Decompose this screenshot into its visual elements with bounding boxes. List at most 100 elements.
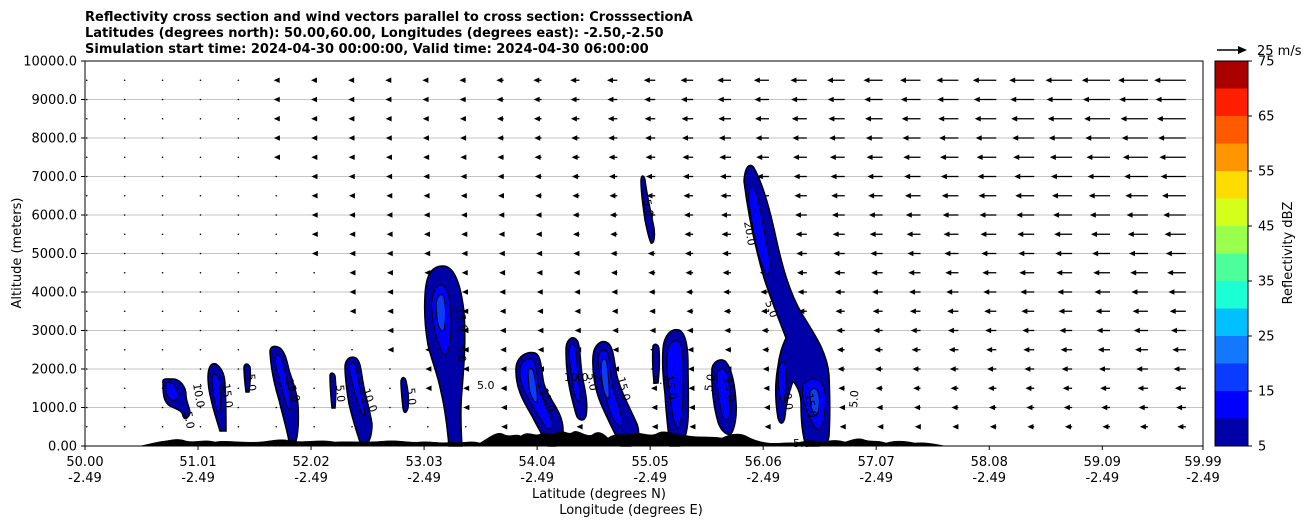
wind-vector: [1019, 269, 1035, 276]
wind-vector: [719, 173, 732, 180]
wind-vector: [123, 310, 126, 313]
wind-vector-head: [1048, 135, 1055, 141]
wind-vector: [199, 252, 202, 255]
wind-vector: [762, 366, 769, 372]
wind-vector: [275, 271, 278, 274]
wind-vector-head: [386, 212, 393, 218]
wind-vector: [423, 212, 430, 218]
wind-vector-head: [1064, 423, 1071, 430]
contour-label-19: 5.0: [702, 373, 718, 392]
echo-core-14: [666, 340, 684, 429]
wind-vector: [273, 77, 280, 84]
wind-vector-head: [687, 346, 694, 353]
wind-vector-head: [500, 346, 507, 353]
wind-vector-head: [1019, 269, 1026, 276]
contour-label-11: 5.0: [477, 379, 495, 392]
wind-vector: [1058, 308, 1073, 315]
wind-vector: [496, 115, 504, 122]
wind-vector: [984, 308, 997, 315]
wind-vector: [612, 346, 619, 353]
wind-vector: [649, 327, 656, 334]
wind-vector-head: [872, 308, 879, 315]
wind-vector-head: [684, 250, 691, 257]
colorbar-tick-label-6: 65: [1258, 110, 1275, 125]
colorbar-segment-2: [1215, 363, 1248, 391]
wind-vector-head: [534, 135, 541, 141]
wind-vector: [651, 423, 658, 430]
wind-vector-head: [1063, 404, 1070, 411]
wind-vector: [1061, 366, 1073, 372]
wind-vector: [573, 269, 580, 276]
wind-vector-head: [1122, 154, 1129, 161]
wind-vector-head: [838, 385, 845, 392]
wind-vector: [576, 423, 583, 430]
wind-vector: [686, 308, 694, 315]
wind-vector: [904, 192, 921, 199]
echo-cell-12: [640, 175, 656, 244]
x-tick-label-lat-0: 50.00: [66, 455, 103, 470]
wind-vector: [535, 231, 542, 238]
wind-vector: [1158, 135, 1186, 141]
wind-vector-head: [1012, 135, 1019, 141]
wind-vector: [422, 115, 429, 122]
wind-vector-head: [537, 346, 544, 353]
wind-vector: [386, 231, 393, 238]
wind-vector: [839, 423, 846, 430]
wind-vector: [460, 135, 467, 141]
wind-vector: [422, 135, 429, 141]
wind-vector-head: [460, 154, 467, 161]
wind-vector: [199, 98, 202, 101]
wind-vector-head: [877, 423, 884, 430]
wind-vector: [936, 77, 959, 84]
wind-vector-head: [387, 327, 394, 334]
wind-vector-head: [1124, 173, 1131, 180]
wind-vector-head: [1015, 192, 1022, 199]
wind-vector-head: [1130, 269, 1137, 276]
wind-vector-head: [688, 404, 695, 411]
wind-vector-head: [978, 192, 985, 199]
colorbar-segment-1: [1215, 391, 1248, 419]
x-tick-label-lat-1: 51.01: [179, 455, 216, 470]
contour-label-24: 15.0: [802, 392, 819, 418]
contour-label-1: 5.0: [181, 410, 197, 429]
wind-vector: [865, 115, 883, 122]
wind-vector: [946, 289, 959, 295]
wind-vector-head: [1086, 154, 1093, 161]
wind-vector-head: [873, 327, 880, 334]
wind-vector: [123, 98, 126, 101]
wind-vector: [123, 194, 126, 197]
wind-vector-head: [648, 269, 655, 276]
wind-vector: [909, 289, 921, 295]
wind-vector-head: [836, 346, 843, 353]
wind-vector: [571, 173, 580, 180]
wind-vector: [389, 406, 391, 409]
wind-vector-head: [1082, 96, 1089, 103]
wind-vector-head: [1136, 366, 1143, 372]
wind-vector: [500, 366, 507, 372]
wind-vector: [389, 387, 391, 390]
wind-vector: [868, 212, 883, 218]
wind-vector-head: [1154, 77, 1161, 84]
wind-vector: [838, 385, 845, 392]
wind-vector-head: [831, 192, 838, 199]
wind-vector-head: [571, 173, 578, 180]
wind-vector-head: [348, 77, 355, 84]
colorbar-tick-label-3: 35: [1258, 275, 1275, 290]
wind-vector-head: [606, 77, 613, 84]
wind-vector: [571, 154, 580, 161]
wind-vector: [123, 368, 126, 370]
wind-vector: [945, 269, 959, 276]
wind-vector-head: [760, 289, 767, 295]
wind-vector-head: [533, 77, 540, 84]
colorbar-segment-4: [1215, 308, 1248, 336]
wind-vector-head: [1023, 346, 1030, 353]
wind-vector: [387, 289, 394, 295]
wind-vector: [611, 308, 618, 315]
wind-vector: [794, 192, 807, 199]
wind-vector-head: [908, 269, 915, 276]
wind-vector-head: [986, 346, 993, 353]
wind-vector-head: [1176, 404, 1183, 411]
wind-vector-head: [387, 308, 394, 315]
wind-vector: [460, 173, 467, 180]
wind-vector: [684, 231, 694, 238]
